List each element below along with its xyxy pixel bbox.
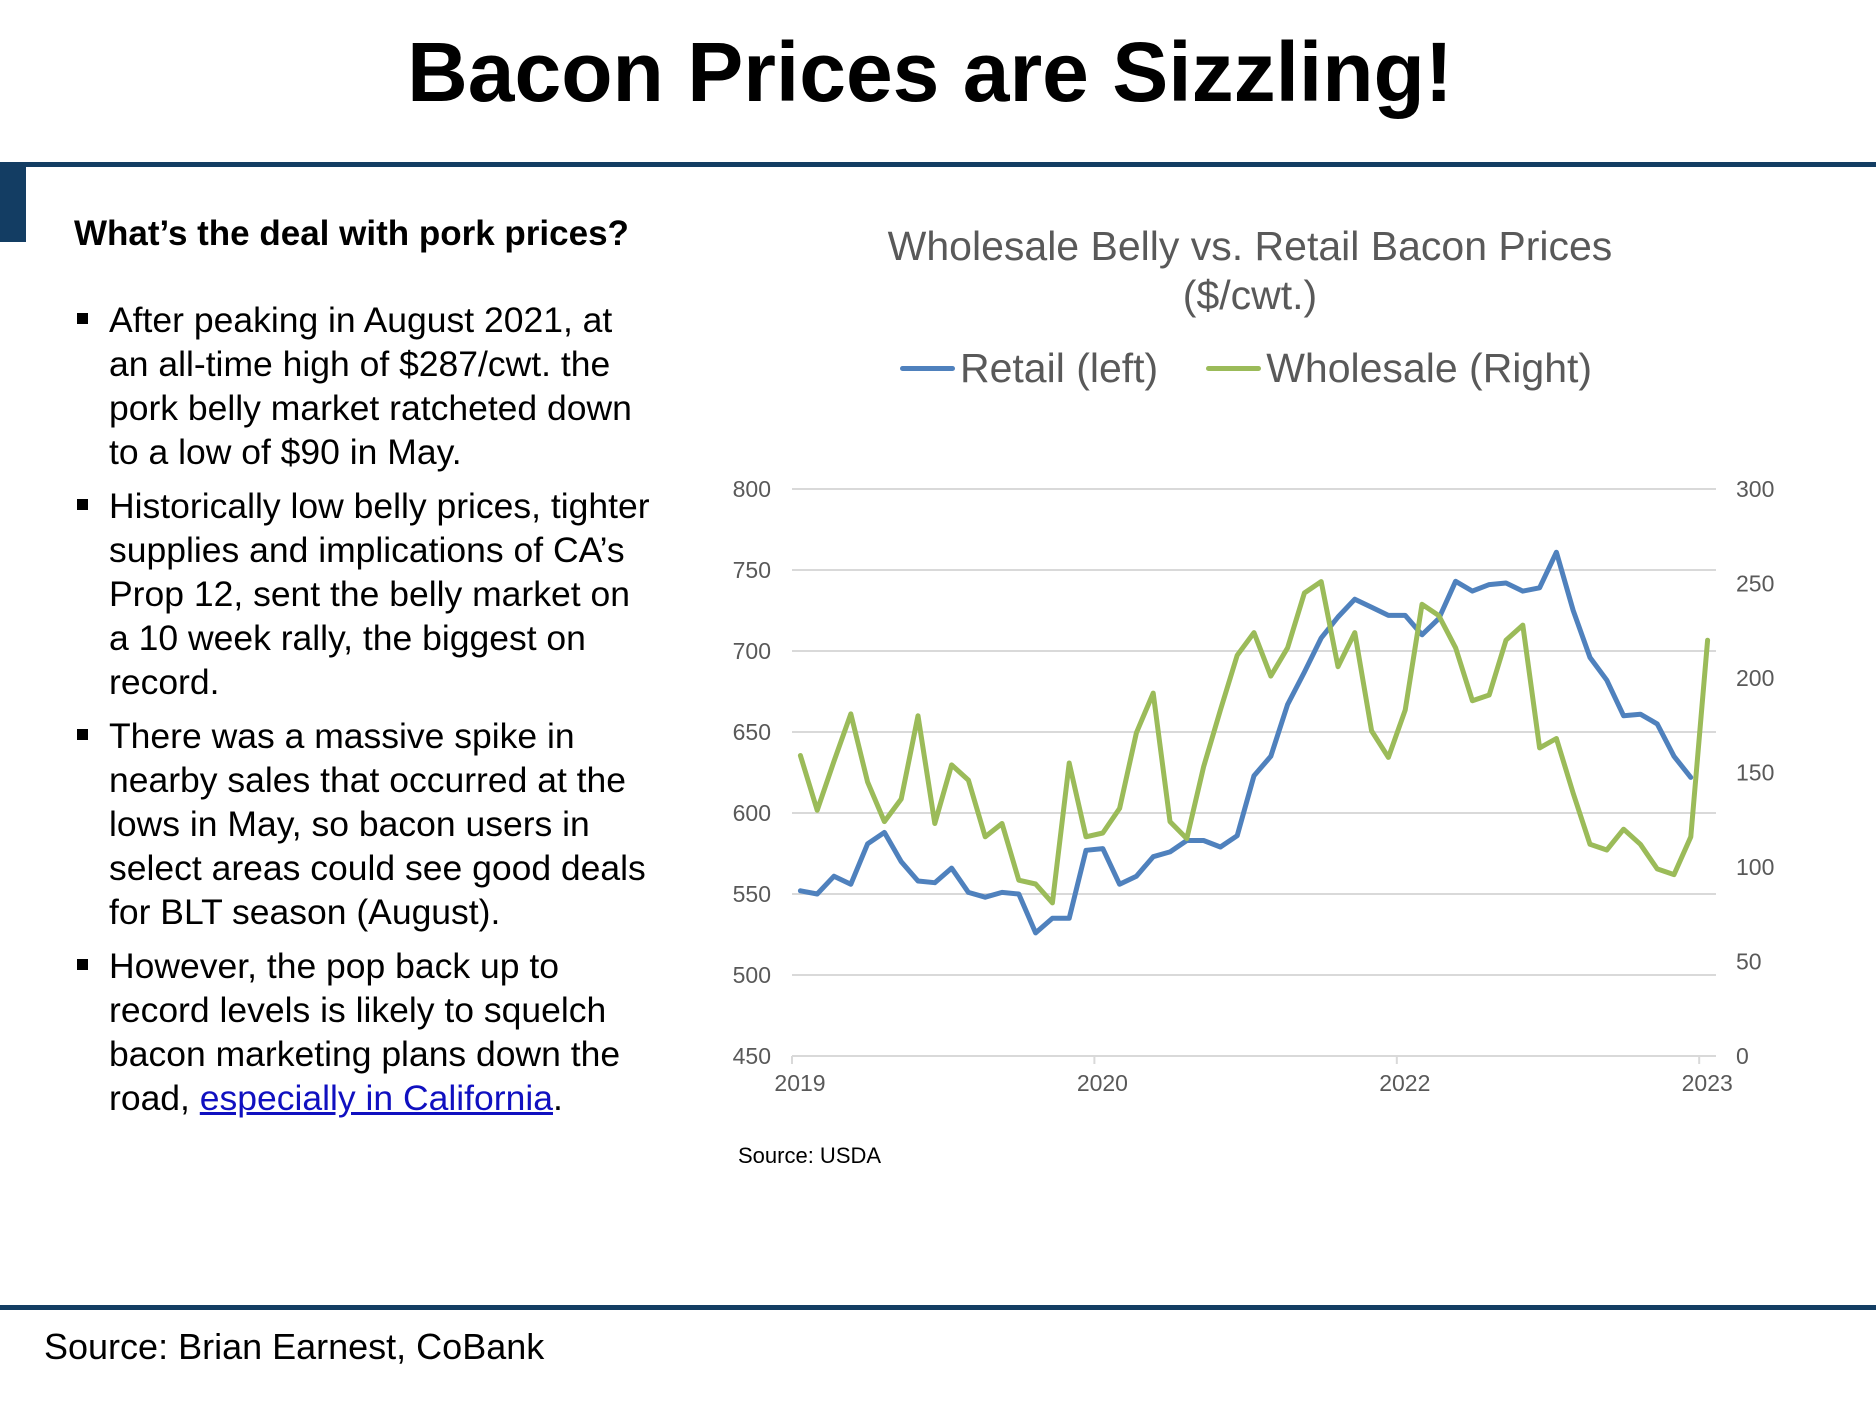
y-left-tick-label: 500	[733, 962, 771, 988]
bullet-item: After peaking in August 2021, at an all-…	[74, 298, 654, 474]
header-divider	[0, 162, 1876, 167]
y-left-tick-label: 750	[733, 557, 771, 583]
chart-legend: Retail (left) Wholesale (Right)	[900, 343, 1640, 393]
y-left-tick-label: 650	[733, 719, 771, 745]
y-right-tick-label: 250	[1736, 571, 1774, 597]
chart-title-line: Wholesale Belly vs. Retail Bacon Prices	[887, 223, 1613, 269]
y-left-tick-label: 450	[733, 1043, 771, 1069]
x-tick-label: 2022	[1379, 1070, 1430, 1096]
legend-label: Wholesale (Right)	[1266, 344, 1593, 391]
chart-source: Source: USDA	[738, 1143, 882, 1168]
square-bullet-icon	[77, 499, 88, 510]
legend-line-icon	[900, 365, 955, 371]
legend-item-retail: Retail (left)	[900, 345, 1158, 392]
bullet-item: Historically low belly prices, tighter s…	[74, 484, 654, 704]
chart-title: Wholesale Belly vs. Retail Bacon Prices …	[800, 222, 1700, 320]
y-left-tick-label: 700	[733, 638, 771, 664]
series-line-wholesale	[797, 579, 1711, 906]
bullet-text: Historically low belly prices, tighter s…	[109, 486, 650, 702]
bullet-list: After peaking in August 2021, at an all-…	[74, 298, 654, 1120]
square-bullet-icon	[77, 729, 88, 740]
panel-heading: What’s the deal with pork prices?	[74, 214, 629, 253]
footer-source: Source: Brian Earnest, CoBank	[44, 1326, 545, 1367]
commentary-panel: What’s the deal with pork prices? After …	[74, 212, 654, 1130]
legend-label: Retail (left)	[960, 344, 1159, 391]
y-left-tick-label: 550	[733, 881, 771, 907]
y-right-tick-label: 50	[1736, 949, 1762, 975]
accent-bar	[0, 162, 26, 242]
x-tick-label: 2023	[1682, 1070, 1733, 1096]
chart-title-unit: ($/cwt.)	[1182, 272, 1318, 318]
y-right-tick-label: 100	[1736, 854, 1774, 880]
y-left-tick-label: 800	[733, 476, 771, 502]
series-line-retail	[797, 549, 1694, 936]
y-right-tick-label: 150	[1736, 760, 1774, 786]
california-link[interactable]: especially in California	[199, 1078, 553, 1118]
y-right-tick-label: 300	[1736, 476, 1774, 502]
legend-line-icon	[1206, 365, 1262, 371]
bullet-text-end: .	[552, 1078, 563, 1118]
bullet-item: There was a massive spike in nearby sale…	[74, 714, 654, 934]
y-right-tick-label: 200	[1736, 665, 1774, 691]
bullet-item: However, the pop back up to record level…	[74, 944, 654, 1120]
square-bullet-icon	[77, 313, 88, 324]
y-left-tick-label: 600	[733, 800, 771, 826]
y-right-tick-label: 0	[1736, 1043, 1749, 1069]
x-tick-label: 2020	[1077, 1070, 1128, 1096]
legend-item-wholesale: Wholesale (Right)	[1206, 345, 1592, 392]
square-bullet-icon	[77, 959, 88, 970]
x-tick-label: 2019	[774, 1070, 825, 1096]
bullet-text: There was a massive spike in nearby sale…	[109, 716, 646, 932]
bullet-text: However, the pop back up to record level…	[109, 946, 621, 1118]
footer-divider	[0, 1305, 1876, 1310]
slide-title: Bacon Prices are Sizzling!	[407, 25, 1453, 119]
bullet-text: After peaking in August 2021, at an all-…	[109, 300, 632, 472]
